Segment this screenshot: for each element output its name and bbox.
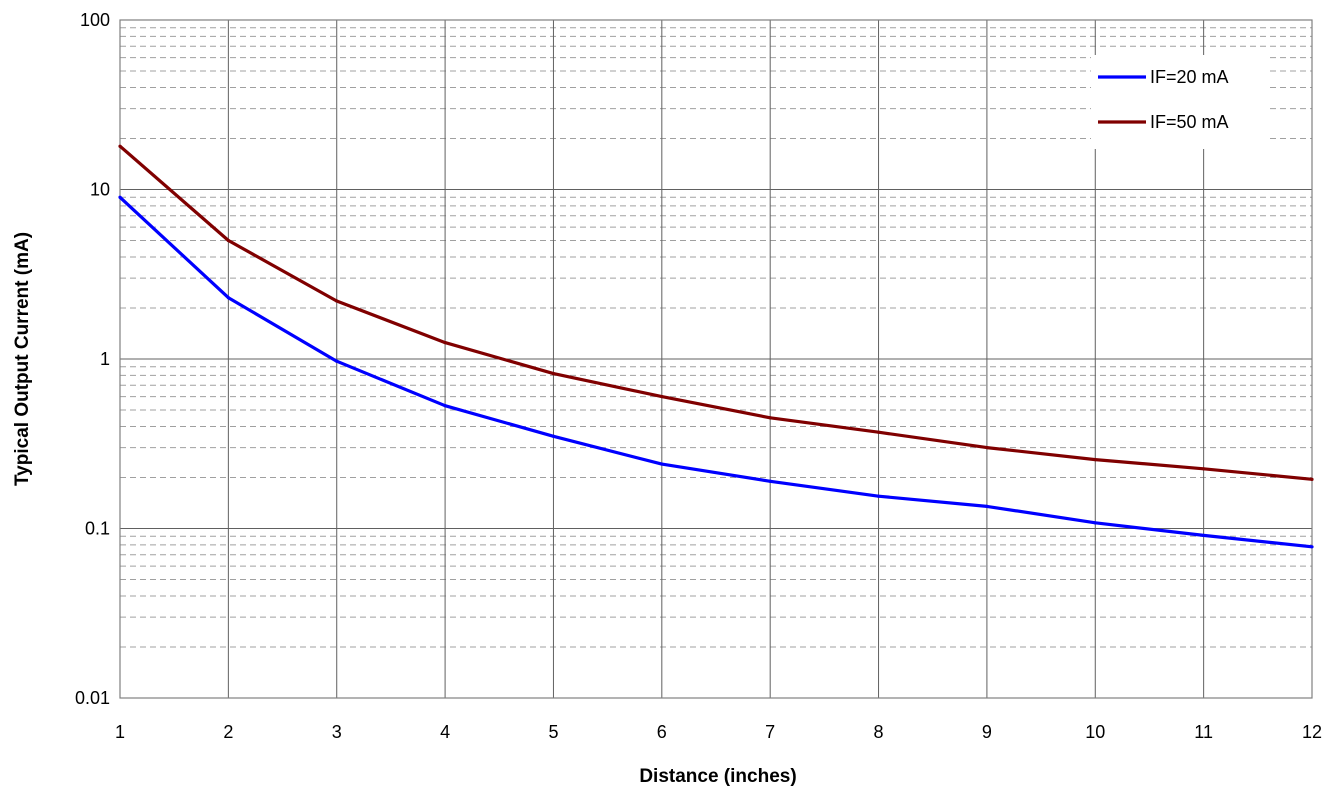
data-point [768,416,772,420]
data-point [660,395,664,399]
data-point [876,430,881,434]
y-tick-label: 0.1 [85,519,110,539]
x-tick-label: 6 [657,722,667,742]
x-tick-label: 7 [765,722,775,742]
data-point [768,479,772,483]
x-tick-label: 11 [1194,722,1213,742]
legend-label: IF=20 mA [1150,67,1229,87]
data-point [118,195,122,199]
x-tick-label: 2 [223,722,233,742]
y-tick-label: 100 [80,10,110,30]
y-tick-label: 0.01 [75,688,110,708]
y-tick-label: 10 [90,180,110,200]
x-tick-label: 4 [440,722,450,742]
x-tick-label: 1 [115,722,125,742]
data-point [876,494,881,498]
data-point [226,238,230,243]
series-line-1 [118,196,1313,549]
series-lines [118,144,1314,549]
data-point [1093,521,1097,525]
data-point [985,504,989,509]
legend-box [1091,55,1267,149]
data-point [443,340,447,345]
data-point [551,434,556,438]
x-axis-tick-labels: 1 2 3 4 5 6 7 8 9 10 11 12 [115,722,1322,742]
data-point [118,144,122,148]
data-point [985,446,989,450]
data-point [1202,533,1206,538]
data-point [1202,467,1206,471]
data-point [551,372,556,376]
data-point [1310,545,1314,549]
data-point [226,296,230,300]
legend-label: IF=50 mA [1150,112,1229,132]
legend: IF=20 mA IF=50 mA [1091,55,1267,149]
x-tick-label: 12 [1302,722,1322,742]
data-point [443,404,447,408]
x-tick-label: 5 [548,722,558,742]
plot-area-frame [119,19,1313,699]
data-point [335,359,339,363]
x-tick-label: 8 [874,722,884,742]
x-axis-title: Distance (inches) [639,766,796,787]
data-point [335,299,339,303]
y-tick-label: 1 [100,349,110,369]
x-tick-label: 10 [1085,722,1105,742]
data-point [1093,457,1097,462]
series-line-2 [118,144,1313,481]
y-axis-title: Typical Output Current (mA) [12,232,33,486]
x-tick-label: 3 [332,722,342,742]
data-point [1310,477,1314,481]
data-point [660,462,664,466]
y-axis-tick-labels: 0.01 0.1 1 10 100 [75,10,110,708]
x-tick-label: 9 [982,722,992,742]
